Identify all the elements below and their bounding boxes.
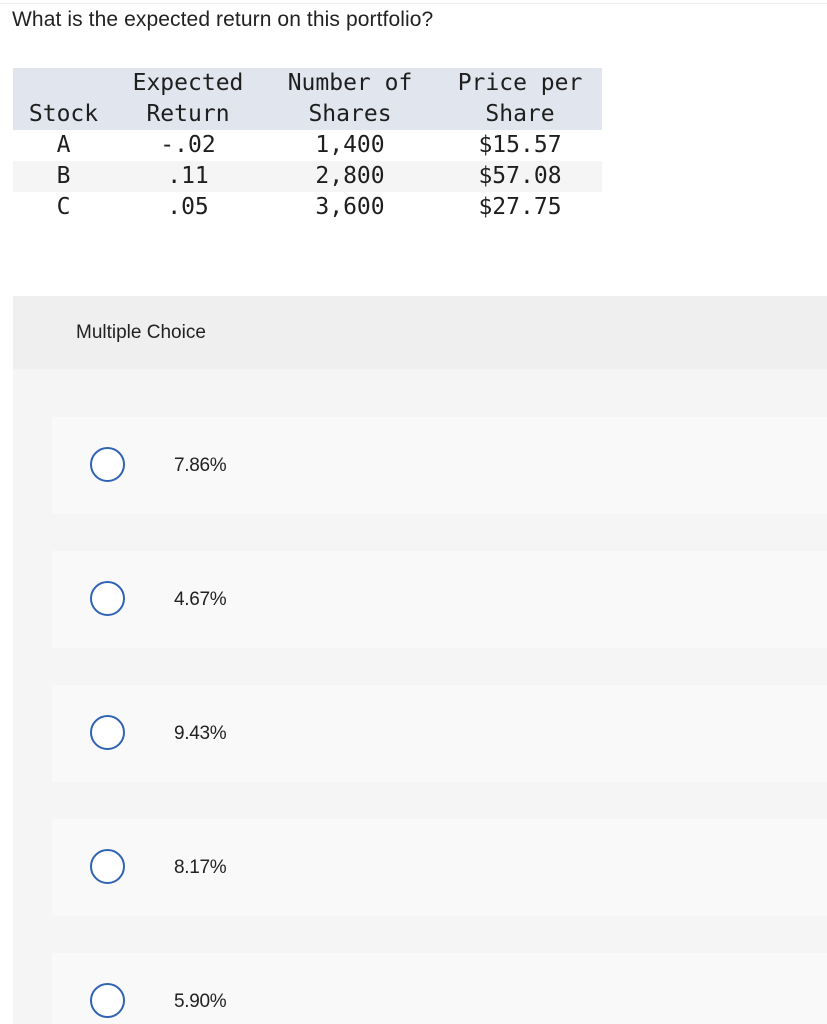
answer-option-2[interactable]: 4.67% — [52, 551, 827, 648]
table-cell: A — [56, 132, 71, 158]
table-cell: .05 — [167, 194, 209, 220]
table-cell: $15.57 — [478, 132, 562, 158]
column-header-price-per-share: Price per Share — [438, 68, 602, 130]
answer-option-label: 4.67% — [174, 589, 227, 610]
table-cell: 2,800 — [315, 163, 385, 189]
question-text: What is the expected return on this port… — [12, 8, 434, 31]
top-divider — [0, 3, 827, 4]
radio-button[interactable] — [90, 715, 125, 750]
radio-button[interactable] — [90, 983, 125, 1018]
table-row: A -.02 1,400 $15.57 — [13, 130, 602, 161]
table-cell: .11 — [167, 163, 209, 189]
table-cell: 1,400 — [315, 132, 385, 158]
answer-option-5[interactable]: 5.90% — [52, 953, 827, 1024]
table-row: C .05 3,600 $27.75 — [13, 192, 602, 223]
column-header-expected-return: Expected Return — [114, 68, 262, 130]
radio-button[interactable] — [90, 581, 125, 616]
header-line: Shares — [308, 101, 392, 127]
answer-option-label: 7.86% — [174, 455, 227, 476]
table-cell: $57.08 — [478, 163, 562, 189]
header-line: Price per — [457, 70, 583, 96]
column-header-stock: Stock — [13, 68, 114, 130]
table-cell: -.02 — [160, 132, 216, 158]
header-line: Return — [146, 101, 230, 127]
answer-option-4[interactable]: 8.17% — [52, 819, 827, 916]
answer-option-label: 8.17% — [174, 857, 227, 878]
multiple-choice-title: Multiple Choice — [76, 322, 206, 343]
multiple-choice-header: Multiple Choice — [13, 296, 827, 369]
table-cell: 3,600 — [315, 194, 385, 220]
answer-option-1[interactable]: 7.86% — [52, 417, 827, 514]
answer-option-label: 5.90% — [174, 991, 227, 1012]
table-cell: $27.75 — [478, 194, 562, 220]
table-cell: B — [56, 163, 71, 189]
table-header-row: Stock Expected Return Number of Shares P… — [13, 68, 602, 130]
header-line: Expected — [132, 70, 244, 96]
radio-button[interactable] — [90, 849, 125, 884]
radio-button[interactable] — [90, 447, 125, 482]
column-header-number-of-shares: Number of Shares — [262, 68, 438, 130]
answer-option-label: 9.43% — [174, 723, 227, 744]
table-cell: C — [56, 194, 71, 220]
multiple-choice-panel: Multiple Choice 7.86% 4.67% 9.43% 8.17% … — [13, 296, 827, 1024]
header-line: Stock — [28, 101, 99, 127]
table-row: B .11 2,800 $57.08 — [13, 161, 602, 192]
portfolio-table: Stock Expected Return Number of Shares P… — [13, 68, 602, 223]
answer-option-3[interactable]: 9.43% — [52, 685, 827, 782]
header-line: Number of — [287, 70, 413, 96]
header-line: Share — [485, 101, 555, 127]
